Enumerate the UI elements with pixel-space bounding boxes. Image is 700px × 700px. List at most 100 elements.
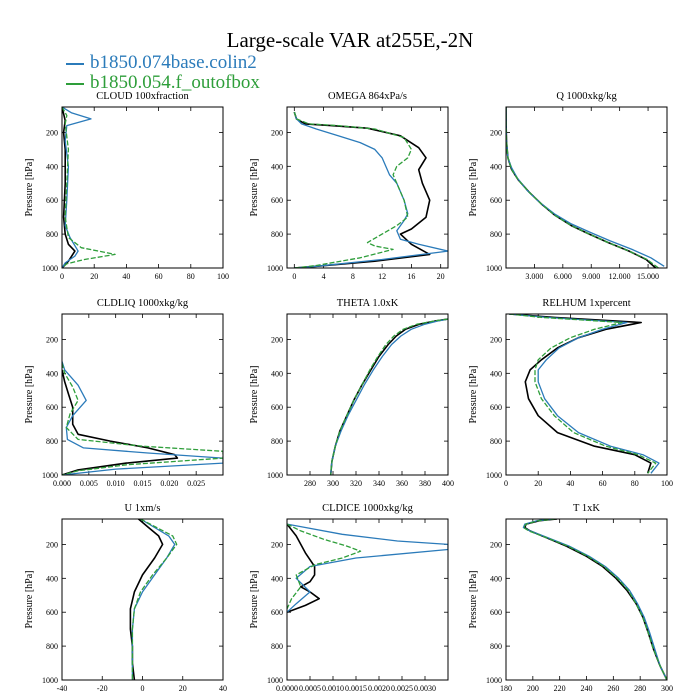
x-tick-label: 0.0030 — [414, 684, 436, 693]
y-tick-label: 1000 — [267, 676, 283, 685]
legend-swatch-0 — [66, 62, 84, 65]
legend-label-1: b1850.054.f_outofbox — [90, 72, 260, 93]
x-tick-label: 0 — [504, 479, 508, 488]
plot-frame — [286, 106, 449, 269]
panel-title: Q 1000xkg/kg — [556, 91, 617, 102]
x-tick-label: 240 — [581, 684, 593, 693]
y-tick-label: 400 — [490, 574, 502, 583]
y-tick-label: 1000 — [486, 676, 502, 685]
x-tick-label: 380 — [419, 479, 431, 488]
y-tick-label: 200 — [490, 128, 502, 137]
x-tick-label: 0.0000 — [276, 684, 298, 693]
y-tick-label: 600 — [271, 403, 283, 412]
x-tick-label: 80 — [631, 479, 639, 488]
panel-title: OMEGA 864xPa/s — [328, 91, 407, 102]
x-tick-label: 3.000 — [525, 272, 543, 281]
y-tick-label: 400 — [46, 369, 58, 378]
plot-frame — [286, 313, 449, 476]
series-line-0 — [129, 519, 164, 680]
x-tick-label: 0.0010 — [322, 684, 344, 693]
y-tick-label: 200 — [271, 335, 283, 344]
x-tick-label: 200 — [527, 684, 539, 693]
plot-frame — [505, 518, 668, 681]
x-tick-label: 0.025 — [187, 479, 205, 488]
x-tick-label: 400 — [442, 479, 454, 488]
panel-title: T 1xK — [573, 503, 600, 514]
series-line-1 — [131, 519, 176, 680]
series-line-0 — [62, 369, 179, 475]
x-tick-label: 4 — [322, 272, 326, 281]
y-tick-label: 800 — [271, 230, 283, 239]
series-line-0 — [506, 107, 657, 268]
series-line-0 — [62, 107, 76, 268]
series-line-2 — [131, 519, 178, 680]
y-axis-label: Pressure [hPa] — [468, 365, 479, 423]
series-line-0 — [287, 523, 320, 613]
y-tick-label: 1000 — [42, 264, 58, 273]
plot-frame — [61, 106, 224, 269]
y-tick-label: 800 — [490, 642, 502, 651]
series-line-2 — [509, 314, 657, 474]
y-tick-label: 200 — [490, 335, 502, 344]
panel-title: CLOUD 100xfraction — [96, 91, 189, 102]
x-tick-label: 360 — [396, 479, 408, 488]
y-tick-label: 800 — [271, 642, 283, 651]
legend-swatch-1 — [66, 82, 84, 85]
plot-frame — [286, 518, 449, 681]
plot-frame — [505, 313, 668, 476]
y-tick-label: 200 — [271, 540, 283, 549]
x-tick-label: 0.0020 — [368, 684, 390, 693]
x-tick-label: 100 — [661, 479, 673, 488]
series-line-2 — [62, 107, 116, 268]
x-tick-label: 40 — [219, 684, 227, 693]
x-tick-label: 6.000 — [554, 272, 572, 281]
x-tick-label: 0 — [292, 272, 296, 281]
y-tick-label: 800 — [271, 437, 283, 446]
y-tick-label: 600 — [271, 196, 283, 205]
x-tick-label: 8 — [351, 272, 355, 281]
y-tick-label: 1000 — [42, 471, 58, 480]
x-tick-label: 20 — [437, 272, 445, 281]
panel-3: CLDLIQ 1000xkg/kg Pressure [hPa] 200 400 600… — [24, 298, 224, 488]
y-tick-label: 400 — [46, 162, 58, 171]
series-line-2 — [287, 523, 362, 610]
x-tick-label: 280 — [304, 479, 316, 488]
x-tick-label: 0.010 — [107, 479, 125, 488]
y-tick-label: 400 — [271, 162, 283, 171]
x-tick-label: 12.000 — [609, 272, 631, 281]
series-line-2 — [506, 107, 659, 268]
y-tick-label: 1000 — [486, 471, 502, 480]
y-tick-label: 1000 — [267, 471, 283, 480]
legend-label-0: b1850.074base.colin2 — [90, 52, 257, 73]
series-line-1 — [62, 361, 223, 475]
plot-frame — [505, 106, 668, 269]
x-tick-label: -20 — [97, 684, 108, 693]
x-tick-label: 340 — [373, 479, 385, 488]
series-line-0 — [329, 318, 448, 475]
y-tick-label: 200 — [46, 335, 58, 344]
panel-title: THETA 1.0xK — [337, 298, 399, 309]
x-tick-label: 60 — [599, 479, 607, 488]
y-tick-label: 600 — [490, 196, 502, 205]
series-line-0 — [524, 519, 667, 680]
y-axis-label: Pressure [hPa] — [24, 570, 35, 628]
y-tick-label: 200 — [271, 128, 283, 137]
y-tick-label: 600 — [46, 403, 58, 412]
y-tick-label: 800 — [490, 437, 502, 446]
x-tick-label: 220 — [554, 684, 566, 693]
x-tick-label: 0.015 — [134, 479, 152, 488]
panel-title: RELHUM 1xpercent — [542, 298, 630, 309]
panel-title: U 1xm/s — [125, 503, 161, 514]
x-tick-label: 0.0005 — [299, 684, 321, 693]
series-line-2 — [62, 362, 223, 475]
x-tick-label: 15.000 — [637, 272, 659, 281]
y-axis-label: Pressure [hPa] — [468, 158, 479, 216]
y-tick-label: 400 — [490, 162, 502, 171]
x-tick-label: 0.005 — [80, 479, 98, 488]
x-tick-label: 40 — [566, 479, 574, 488]
x-tick-label: 12 — [378, 272, 386, 281]
x-tick-label: 280 — [634, 684, 646, 693]
series-line-1 — [506, 107, 665, 267]
y-tick-label: 400 — [46, 574, 58, 583]
